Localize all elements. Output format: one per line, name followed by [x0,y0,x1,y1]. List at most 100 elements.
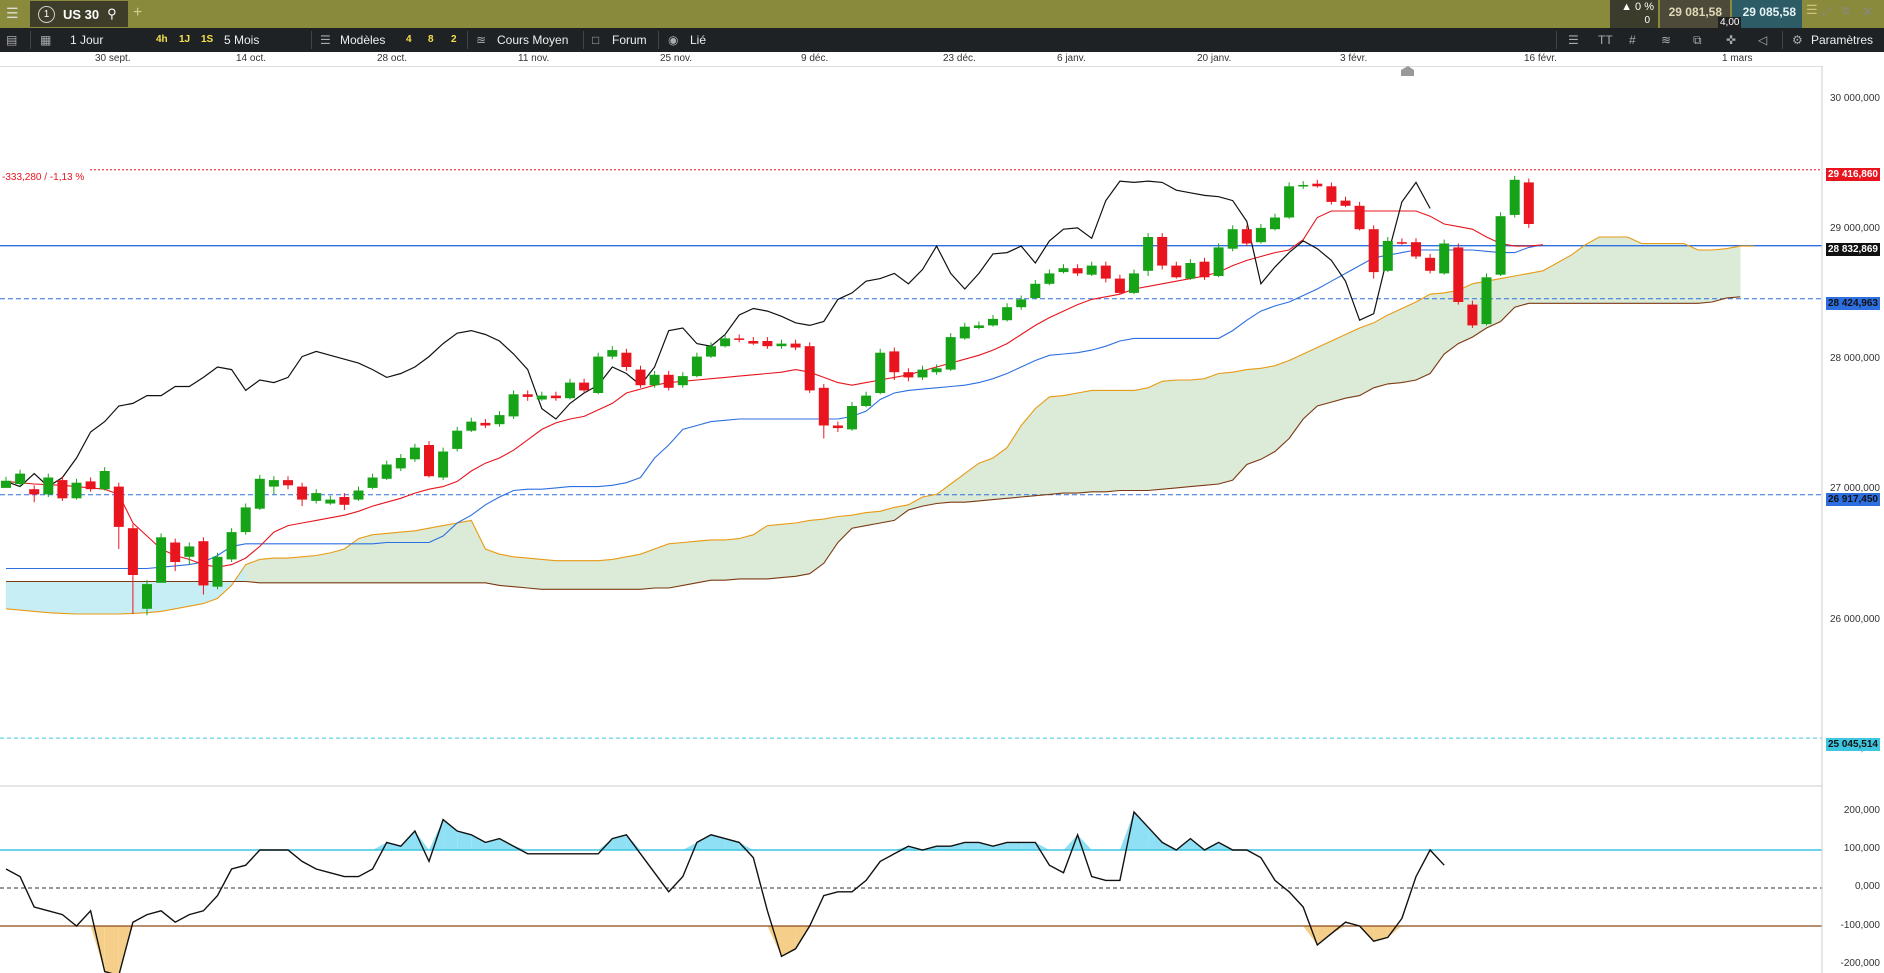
settings-strip-icon[interactable]: ☰ [1806,2,1818,17]
cloud-segment [1514,273,1530,308]
btn-1j[interactable]: 1J [179,34,191,45]
osc-overbought-fill [414,831,429,850]
btn-2[interactable]: 2 [451,34,457,45]
grid-icon[interactable]: # [1629,33,1636,47]
menu-icon[interactable]: ☰ [6,5,19,21]
tag-icon[interactable]: ◁ [1758,33,1768,47]
layout-icon[interactable]: ▦ [40,33,52,47]
osc-overbought-fill [1021,842,1036,850]
bid-price-button[interactable]: 29 081,58 [1660,0,1730,28]
cloud-segment [626,553,641,590]
list-view-icon[interactable]: ☰ [1568,33,1579,47]
candle-body [311,493,322,501]
cloud-segment [1429,292,1445,375]
candle-body [1185,263,1196,279]
windows-icon[interactable]: ⧉ [1693,33,1702,47]
candle-body [452,430,463,449]
candle-body [198,541,209,586]
btn-1s[interactable]: 1S [201,34,214,45]
osc-overbought-fill [1134,812,1149,850]
osc-overbought-fill [1148,827,1163,850]
indicators-icon[interactable]: ≋ [1661,33,1672,47]
ask-price-button[interactable]: 29 085,58 [1732,0,1802,28]
oscillator-line [5,810,1445,973]
candle-body [1143,237,1154,271]
candle-body [1284,186,1295,218]
cloud-segment [1161,379,1177,490]
average-price-icon: ≊ [476,33,487,47]
search-icon[interactable]: ⚲ [107,6,117,21]
expand-icon[interactable]: ⤢ [1822,6,1831,18]
link-button[interactable]: Lié [690,33,707,47]
cloud-segment [1190,378,1205,487]
cloud-segment [640,548,655,590]
crosshair-icon[interactable]: ✜ [1726,33,1737,47]
candle-body [677,376,688,386]
osc-overbought-fill [739,842,754,850]
add-tab-icon[interactable]: + [133,4,143,21]
link-icon: ◉ [668,33,679,47]
gear-icon[interactable]: ⚙ [1792,33,1803,47]
candle-body [903,372,914,378]
cloud-segment [950,473,966,503]
cloud-segment [1119,390,1135,491]
models-button[interactable]: Modèles [340,33,386,47]
candle-body [1509,179,1520,215]
candle-body [790,343,801,348]
btn-4[interactable]: 4 [406,34,412,45]
event-marker-icon[interactable] [1401,66,1414,76]
forum-button[interactable]: Forum [612,33,647,47]
cloud-segment [1359,322,1374,397]
settings-button[interactable]: Paramètres [1811,33,1874,47]
candle-body [720,338,731,347]
cloud-segment [597,559,613,590]
cloud-segment [1627,236,1642,304]
cloud-segment [330,548,345,584]
candle-body [847,406,857,430]
candle-body [283,480,293,486]
cloud-segment [1091,390,1107,493]
candle-body [1030,283,1041,299]
cloud-segment [471,520,486,584]
cloud-segment [1049,395,1064,495]
close-icon[interactable]: ✕ [1862,4,1873,19]
cloud-segment [1232,369,1248,481]
interval-select[interactable]: 1 Jour [70,33,104,47]
cloud-segment [344,538,359,584]
cloud-segment [936,483,951,504]
candle-body [1044,273,1055,284]
instrument-tab[interactable]: 1 US 30 ⚲ [30,1,128,27]
candle-body [607,350,618,357]
candle-body [706,346,716,357]
btn-4h[interactable]: 4h [156,34,168,45]
cloud-segment [1373,314,1389,389]
popout-icon[interactable]: ⧉ [1842,5,1850,17]
osc-overbought-fill [457,831,472,850]
cloud-segment [1697,249,1713,304]
osc-overbought-fill [682,842,697,850]
candle-body [381,464,392,479]
candle-body [1100,265,1111,279]
period-select[interactable]: 5 Mois [224,33,260,47]
models-icon: ☰ [320,33,331,47]
average-price-button[interactable]: Cours Moyen [497,33,569,47]
candle-body [494,415,505,425]
price-tick: 29 000,000 [1829,223,1880,234]
btn-8[interactable]: 8 [428,34,434,45]
cloud-segment [1613,236,1628,304]
osc-tick: 100,000 [1843,843,1880,854]
date-axis: 30 sept. 14 oct. 28 oct. 11 nov. 25 nov.… [0,52,1822,67]
price-chart[interactable]: -333,280 / -1,13 % [0,66,1884,973]
cloud-segment [1147,380,1163,491]
cloud-segment [287,556,303,584]
candle-body [480,422,491,426]
candle-body [945,337,956,370]
tab-symbol: US 30 [63,6,100,22]
list-icon[interactable]: ▤ [6,33,18,47]
last-price-box: 29 416,860 [1825,168,1880,181]
change-label: -333,280 / -1,13 % [2,172,84,183]
font-size-button[interactable]: TT [1598,33,1613,47]
cloud-segment [541,559,557,590]
cloud-segment [612,556,627,590]
cloud-segment [400,530,416,584]
